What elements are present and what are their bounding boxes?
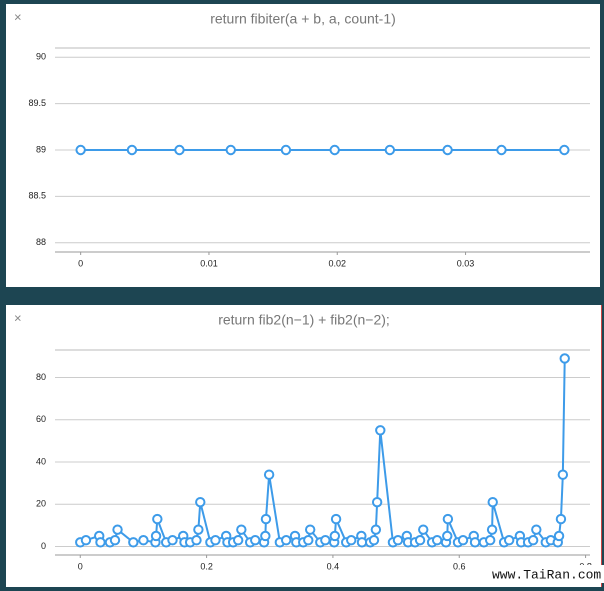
chart-title: return fibiter(a + b, a, count-1) bbox=[210, 11, 396, 27]
point bbox=[174, 144, 185, 156]
y-tick-label: 0 bbox=[41, 541, 46, 551]
point bbox=[375, 425, 386, 436]
point bbox=[555, 513, 567, 525]
point bbox=[442, 513, 454, 525]
x-tick-label: 0.4 bbox=[327, 561, 340, 571]
point bbox=[152, 513, 163, 525]
y-tick-label: 80 bbox=[36, 372, 46, 382]
point bbox=[531, 524, 542, 535]
close-button[interactable]: × bbox=[14, 310, 22, 325]
point bbox=[496, 144, 507, 156]
point bbox=[128, 537, 139, 548]
watermark: www.TaiRan.com bbox=[492, 567, 601, 582]
point bbox=[330, 513, 342, 525]
point bbox=[236, 524, 247, 535]
point bbox=[225, 144, 236, 156]
point bbox=[414, 535, 426, 546]
panel bbox=[6, 4, 600, 287]
point bbox=[356, 537, 368, 548]
y-tick-label: 88.5 bbox=[28, 191, 46, 201]
point bbox=[503, 535, 515, 546]
point bbox=[559, 144, 570, 156]
point bbox=[557, 469, 569, 480]
point bbox=[126, 144, 138, 156]
point bbox=[346, 535, 357, 546]
x-tick-label: 0 bbox=[78, 561, 83, 571]
point bbox=[304, 524, 316, 535]
point bbox=[109, 535, 121, 546]
point bbox=[392, 535, 404, 546]
point bbox=[210, 535, 221, 546]
point bbox=[384, 144, 396, 156]
point bbox=[329, 530, 341, 542]
point bbox=[527, 535, 539, 546]
x-tick-label: 0.01 bbox=[200, 258, 218, 268]
close-button[interactable]: × bbox=[14, 9, 22, 24]
y-tick-label: 88 bbox=[36, 237, 46, 247]
point bbox=[368, 535, 380, 546]
y-tick-label: 89 bbox=[36, 144, 46, 154]
point bbox=[329, 144, 340, 156]
point bbox=[232, 535, 244, 546]
x-tick-label: 0.6 bbox=[453, 561, 466, 571]
point bbox=[487, 496, 498, 508]
point bbox=[167, 535, 178, 546]
point bbox=[80, 535, 92, 546]
point bbox=[280, 535, 292, 546]
x-tick-label: 0.2 bbox=[200, 561, 213, 571]
y-tick-label: 20 bbox=[36, 499, 46, 509]
watermark-bg bbox=[490, 565, 604, 583]
point bbox=[75, 144, 86, 156]
point bbox=[191, 535, 202, 546]
y-tick-label: 60 bbox=[36, 414, 46, 424]
y-tick-label: 89.5 bbox=[28, 98, 46, 108]
point bbox=[250, 535, 261, 546]
point bbox=[320, 535, 331, 546]
point bbox=[442, 530, 453, 542]
point bbox=[150, 530, 162, 542]
point bbox=[559, 353, 570, 364]
point bbox=[95, 537, 106, 548]
point bbox=[486, 524, 498, 535]
x-tick-label: 0.03 bbox=[457, 258, 475, 268]
point bbox=[431, 535, 443, 546]
x-tick-label: 0.02 bbox=[328, 258, 346, 268]
point bbox=[195, 496, 206, 508]
point bbox=[553, 530, 565, 542]
y-tick-label: 40 bbox=[36, 456, 46, 466]
point bbox=[370, 524, 382, 535]
y-tick-label: 90 bbox=[36, 52, 46, 62]
point bbox=[138, 535, 149, 546]
chart-title: return fib2(n−1) + fib2(n−2); bbox=[218, 312, 390, 328]
point bbox=[442, 144, 453, 156]
point bbox=[485, 535, 496, 546]
point bbox=[303, 535, 314, 546]
x-tick-label: 0 bbox=[78, 258, 83, 268]
point bbox=[418, 524, 429, 535]
point bbox=[263, 469, 275, 480]
point bbox=[112, 524, 123, 535]
point bbox=[260, 530, 271, 542]
point bbox=[193, 524, 204, 535]
point bbox=[469, 537, 481, 548]
point bbox=[260, 513, 272, 525]
point bbox=[280, 144, 292, 156]
point bbox=[457, 535, 469, 546]
point bbox=[371, 496, 383, 508]
